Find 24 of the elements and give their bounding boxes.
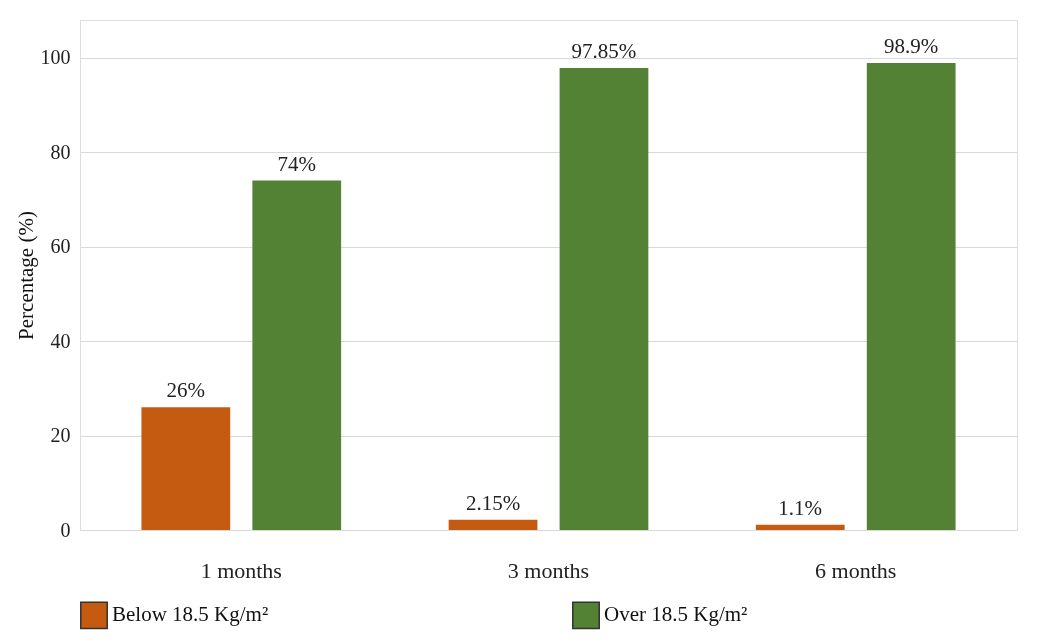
bar bbox=[755, 524, 845, 530]
bar bbox=[866, 62, 956, 530]
legend-label: Over 18.5 Kg/m² bbox=[604, 602, 748, 627]
y-tick-label: 80 bbox=[50, 140, 71, 163]
y-tick-label: 20 bbox=[50, 424, 71, 447]
data-label: 1.1% bbox=[778, 495, 823, 520]
data-label: 26% bbox=[166, 378, 206, 403]
y-axis-title: Percentage (%) bbox=[13, 211, 38, 340]
y-tick-label: 40 bbox=[50, 329, 71, 352]
x-tick-label: 3 months bbox=[507, 557, 590, 583]
data-label: 97.85% bbox=[571, 38, 637, 63]
y-tick-label: 0 bbox=[60, 518, 71, 541]
x-tick-label: 6 months bbox=[815, 557, 897, 583]
data-label: 74% bbox=[277, 151, 317, 176]
data-label: 98.9% bbox=[884, 33, 939, 58]
legend-label: Below 18.5 Kg/m² bbox=[112, 602, 269, 627]
y-tick-label: 60 bbox=[50, 235, 71, 258]
data-label: 2.15% bbox=[465, 490, 521, 515]
x-tick-label: 1 months bbox=[200, 557, 282, 583]
bar bbox=[252, 180, 342, 530]
bar bbox=[559, 67, 649, 530]
y-tick-label: 100 bbox=[40, 46, 71, 69]
bar bbox=[448, 519, 538, 530]
bar bbox=[141, 407, 231, 530]
